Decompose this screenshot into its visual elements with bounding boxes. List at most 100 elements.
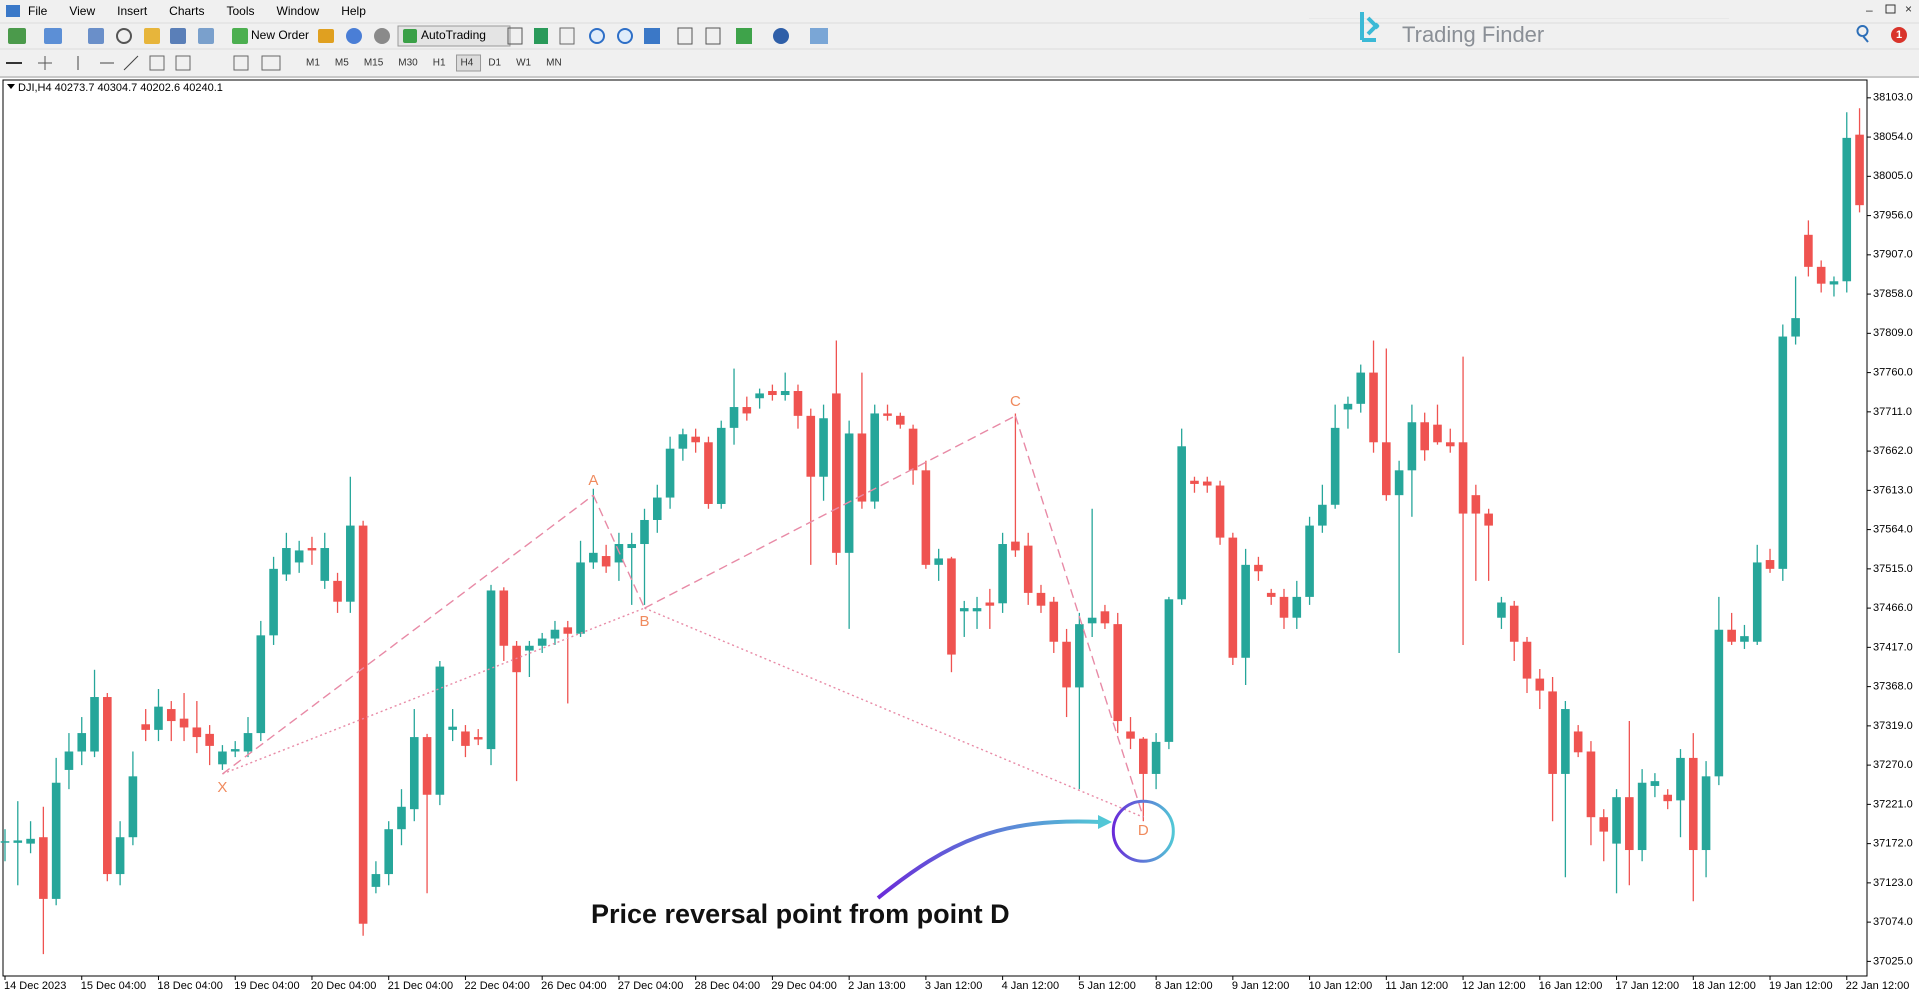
candle-body <box>90 697 99 752</box>
timeframe-button[interactable]: H1 <box>433 58 446 69</box>
timeframe-button[interactable]: M30 <box>398 58 418 69</box>
y-tick-label: 37613.0 <box>1873 484 1913 496</box>
icon[interactable] <box>232 28 248 44</box>
candle-body <box>1676 757 1685 801</box>
icon[interactable] <box>144 28 160 44</box>
icon[interactable] <box>198 28 214 44</box>
candle-body <box>844 433 854 553</box>
y-tick-label: 38103.0 <box>1873 92 1913 104</box>
icon[interactable] <box>170 28 186 44</box>
icon[interactable] <box>644 28 660 44</box>
icon[interactable] <box>318 29 334 43</box>
icon[interactable] <box>534 28 548 44</box>
x-tick-label: 15 Dec 04:00 <box>81 980 146 992</box>
pattern-label: C <box>1010 393 1021 410</box>
candle-body <box>230 749 240 752</box>
candle-body <box>985 602 995 606</box>
icon[interactable] <box>677 27 693 45</box>
candle-body <box>307 548 317 551</box>
y-tick-label: 37858.0 <box>1873 288 1913 300</box>
menu-item[interactable]: Insert <box>117 4 148 18</box>
pattern-leg <box>1014 415 1144 818</box>
icon[interactable] <box>116 28 132 44</box>
candle-body <box>640 519 649 545</box>
candle-body <box>525 645 534 651</box>
pattern-label: B <box>639 613 649 630</box>
chart-header: DJI,H4 40273.7 40304.7 40202.6 40240.1 <box>18 82 223 94</box>
candle-body <box>550 629 560 639</box>
candle-body <box>1829 281 1839 285</box>
candle-body <box>256 635 266 734</box>
candle-body <box>1484 513 1493 526</box>
menu-item[interactable]: Window <box>277 4 320 18</box>
restore[interactable] <box>1885 4 1896 14</box>
timeframe-button[interactable]: MN <box>546 58 562 69</box>
menu-item[interactable]: View <box>69 4 95 18</box>
x-tick-label: 18 Jan 12:00 <box>1692 980 1756 992</box>
candle-body <box>908 428 918 471</box>
trendline-icon[interactable] <box>123 55 139 71</box>
menu-item[interactable]: Charts <box>169 4 204 18</box>
candle-body <box>1049 601 1059 642</box>
y-tick-label: 37417.0 <box>1873 641 1913 653</box>
timeframe-button[interactable]: M5 <box>335 58 349 69</box>
notification-badge[interactable] <box>1891 27 1907 43</box>
candle-body <box>1509 605 1519 642</box>
candle-body <box>409 737 419 810</box>
timeframe-button[interactable]: W1 <box>516 58 531 69</box>
zoom-out[interactable] <box>617 28 633 44</box>
notification-count: 1 <box>1896 29 1902 41</box>
candle-body <box>1228 537 1238 658</box>
candle-body <box>448 726 457 730</box>
chart-menu-arrow[interactable] <box>7 84 15 89</box>
candle-body <box>665 448 675 498</box>
icon[interactable] <box>559 27 575 45</box>
icon[interactable] <box>810 28 828 44</box>
candle-body <box>1036 592 1046 606</box>
text-icon[interactable] <box>233 55 249 71</box>
icon[interactable] <box>773 28 789 44</box>
candle-body <box>870 413 880 502</box>
candle-body <box>1292 596 1302 618</box>
icon[interactable] <box>44 28 62 44</box>
fibo-icon[interactable] <box>175 55 191 71</box>
annotation-text: Price reversal point from point D <box>591 899 1010 929</box>
autotrading-button[interactable] <box>397 25 511 47</box>
x-tick-label: 29 Dec 04:00 <box>771 980 836 992</box>
icon[interactable] <box>374 28 390 44</box>
icon[interactable] <box>705 27 721 45</box>
menu-item[interactable]: Tools <box>227 4 255 18</box>
timeframe-button[interactable]: M15 <box>364 58 384 69</box>
new-order-button[interactable]: New Order <box>251 28 309 42</box>
icon[interactable] <box>8 28 26 44</box>
timeframe-button[interactable]: M1 <box>306 58 320 69</box>
menu-item[interactable]: Help <box>341 4 366 18</box>
x-tick-label: 3 Jan 12:00 <box>925 980 983 992</box>
menu-item[interactable]: File <box>28 4 48 18</box>
candle-body <box>1855 134 1864 206</box>
icon[interactable] <box>736 28 752 44</box>
logo-text: Trading Finder <box>1402 22 1544 47</box>
search-icon[interactable] <box>1856 25 1869 43</box>
zoom-in[interactable] <box>589 28 605 44</box>
candle-body <box>1548 691 1557 774</box>
minimize[interactable]: – <box>1866 3 1873 17</box>
candle-body <box>1394 470 1404 496</box>
x-tick-label: 11 Jan 12:00 <box>1385 980 1448 992</box>
timeframe-button[interactable]: H4 <box>461 58 474 69</box>
candle-body <box>154 706 163 730</box>
candle-body <box>1727 629 1736 642</box>
y-tick-label: 37760.0 <box>1873 366 1913 378</box>
icon[interactable] <box>346 28 362 44</box>
close[interactable]: × <box>1905 2 1912 16</box>
highlight-circle <box>1111 799 1175 863</box>
shapes-icon[interactable] <box>261 55 281 71</box>
candle-body <box>704 442 713 504</box>
autotrading-label[interactable]: AutoTrading <box>421 28 486 42</box>
icon[interactable] <box>507 27 523 45</box>
timeframe-button[interactable]: D1 <box>488 58 501 69</box>
icon[interactable] <box>88 28 104 44</box>
channel-icon[interactable] <box>149 55 165 71</box>
y-tick-label: 37368.0 <box>1873 681 1913 693</box>
candle-body <box>346 525 355 602</box>
